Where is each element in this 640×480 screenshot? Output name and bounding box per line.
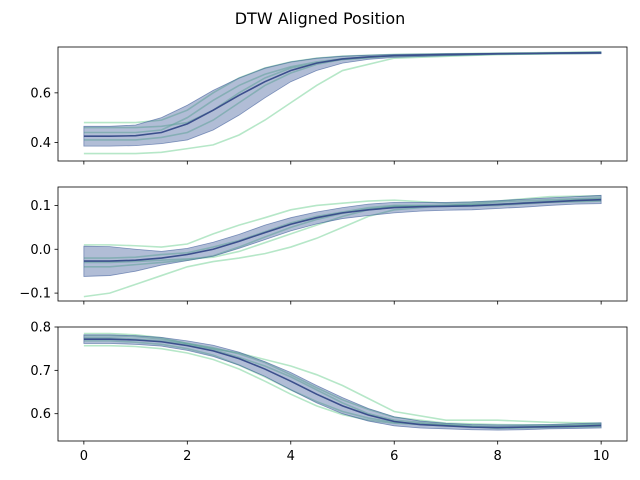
panel-middle: −0.1 0.0 0.1 (19, 186, 628, 305)
y-tick-label: 0.1 (30, 199, 51, 214)
y-tick-label: 0.8 (30, 321, 51, 336)
x-tick-label: 0 (80, 449, 88, 464)
plot-area (83, 194, 602, 298)
x-tick-label: 6 (390, 449, 398, 464)
trial-line-3 (83, 337, 602, 428)
figure-title: DTW Aligned Position (235, 9, 406, 28)
axes-frame (57, 186, 628, 302)
trial-line-1 (83, 52, 602, 155)
std-band (83, 334, 602, 431)
x-tick-label: 10 (593, 449, 610, 464)
trial-line-5 (83, 51, 602, 129)
axes-frame (57, 46, 628, 162)
panel-bottom: 0 2 4 6 8 10 0.6 0.7 0.8 (30, 321, 628, 464)
mean-line (83, 198, 602, 262)
y-tick-label: 0.7 (30, 364, 51, 379)
mean-line (83, 338, 602, 429)
axes-frame (57, 326, 628, 442)
panel-top: 0.4 0.6 (30, 46, 628, 165)
plot-area (83, 51, 602, 155)
trial-line-5 (83, 334, 602, 426)
mean-line (83, 51, 602, 138)
y-tick-label: 0.6 (30, 407, 51, 422)
x-tick-label: 2 (183, 449, 191, 464)
y-tick-label: 0.6 (30, 86, 51, 101)
y-tick-label: 0.4 (30, 136, 51, 151)
y-tick-label: −0.1 (19, 287, 51, 302)
trial-line-2 (83, 344, 602, 429)
x-tick-label: 8 (494, 449, 502, 464)
std-band (83, 194, 602, 277)
std-band (83, 51, 602, 147)
y-tick-label: 0.0 (30, 243, 51, 258)
trial-line-2 (83, 194, 602, 248)
trial-line-4 (83, 198, 602, 264)
x-tick-label: 4 (287, 449, 295, 464)
plot-area (83, 332, 602, 431)
